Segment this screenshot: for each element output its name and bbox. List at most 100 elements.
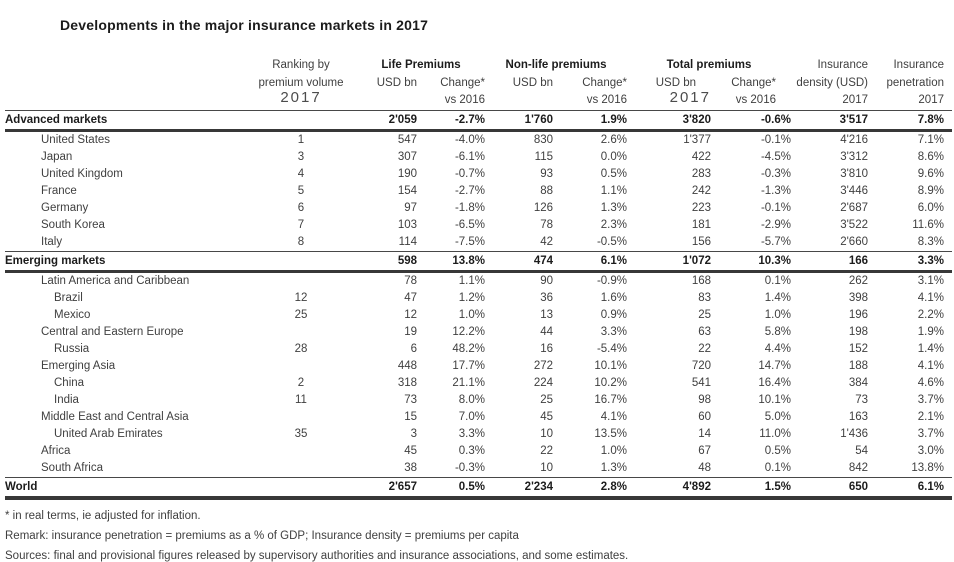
- cell-total_chg: -5.7%: [760, 236, 791, 248]
- header-ranking-line1: Ranking by: [272, 59, 330, 71]
- cell-penetration: 4.6%: [917, 377, 944, 389]
- row-label: Germany: [41, 202, 89, 214]
- row-label: Africa: [41, 445, 71, 457]
- header-life-vs2016: vs 2016: [444, 94, 485, 106]
- cell-rank: 6: [297, 202, 305, 214]
- cell-penetration: 7.8%: [868, 110, 952, 132]
- cell-nonlife_usd: 90: [540, 275, 553, 287]
- cell-life_chg: 7.0%: [458, 411, 485, 423]
- row-label: Mexico: [54, 309, 91, 321]
- cell-total_usd: 156: [691, 236, 711, 248]
- cell-life_usd: 45: [404, 445, 417, 457]
- cell-nonlife_chg: -0.9%: [596, 275, 627, 287]
- table-row: Emerging markets 598 13.8% 474 6.1% 1'072 10.3…: [5, 251, 952, 273]
- cell-nonlife_usd: 78: [540, 219, 553, 231]
- header-total-change: Change*: [731, 77, 776, 89]
- cell-density: 163: [848, 411, 868, 423]
- cell-penetration: 1.9%: [917, 326, 944, 338]
- cell-nonlife_chg: 1.3%: [600, 202, 627, 214]
- cell-rank: [245, 110, 357, 132]
- cell-life_chg: 1.2%: [458, 292, 485, 304]
- cell-density: 3'522: [840, 219, 868, 231]
- cell-nonlife_chg: 0.0%: [600, 151, 627, 163]
- cell-total_chg: 11.0%: [759, 428, 791, 440]
- cell-total_usd: 3'820: [627, 110, 711, 132]
- cell-density: 3'446: [840, 185, 868, 197]
- cell-density: 2'660: [840, 236, 868, 248]
- cell-rank: 35: [294, 428, 308, 440]
- cell-rank: 2: [297, 377, 305, 389]
- cell-life_usd: 15: [404, 411, 417, 423]
- cell-density: 1'436: [840, 428, 868, 440]
- cell-total_usd: 283: [691, 168, 711, 180]
- cell-rank: [245, 443, 357, 460]
- cell-rank: 1: [297, 134, 305, 146]
- table-header: Ranking by Life Premiums Non-life premiu…: [5, 53, 952, 111]
- cell-total_chg: -0.1%: [760, 134, 791, 146]
- cell-nonlife_chg: 1.6%: [600, 292, 627, 304]
- table-row: Italy 8 114 -7.5% 42 -0.5% 156 -5.7% 2'660 8.3%: [5, 234, 952, 252]
- cell-total_chg: 0.1%: [764, 275, 791, 287]
- cell-total_usd: 25: [698, 309, 711, 321]
- cell-total_usd: 67: [698, 445, 711, 457]
- cell-nonlife_chg: -0.5%: [596, 236, 627, 248]
- header-label-spacer: [5, 53, 245, 71]
- header-density-line1: Insurance: [817, 59, 868, 71]
- table-row: Mexico 25 12 1.0% 13 0.9% 25 1.0% 196 2.2%: [5, 307, 952, 324]
- header-density-line2: density (USD): [796, 77, 868, 89]
- cell-total_chg: -1.3%: [760, 185, 791, 197]
- cell-density: 3'312: [840, 151, 868, 163]
- row-label: World: [5, 477, 245, 500]
- cell-density: 166: [791, 251, 868, 273]
- row-label: United Arab Emirates: [54, 428, 163, 440]
- cell-life_usd: 2'059: [357, 110, 417, 132]
- cell-total_usd: 63: [698, 326, 711, 338]
- cell-penetration: 4.1%: [917, 292, 944, 304]
- cell-total_chg: -4.5%: [760, 151, 791, 163]
- cell-penetration: 11.6%: [912, 219, 944, 231]
- cell-nonlife_usd: 10: [540, 428, 553, 440]
- header-life-change: Change*: [440, 77, 485, 89]
- cell-density: 3'517: [791, 110, 868, 132]
- cell-nonlife_usd: 13: [540, 309, 553, 321]
- table-row: United States 1 547 -4.0% 830 2.6% 1'377 -0.1% 4…: [5, 131, 952, 150]
- header-penetration-year: 2017: [918, 94, 944, 106]
- cell-total_usd: 422: [691, 151, 711, 163]
- header-ranking-line2: premium volume: [258, 77, 344, 89]
- header-group-nonlife: Non-life premiums: [505, 59, 607, 71]
- cell-total_chg: -2.9%: [760, 219, 791, 231]
- header-nonlife-usdbn-spacer: [485, 89, 553, 111]
- cell-rank: 25: [294, 309, 308, 321]
- header-penetration-line1: Insurance: [893, 59, 944, 71]
- header-life-usdbn-spacer: [357, 89, 417, 111]
- cell-rank: [245, 324, 357, 341]
- header-group-life: Life Premiums: [381, 59, 461, 71]
- table-row: Russia 28 6 48.2% 16 -5.4% 22 4.4% 152 1.4%: [5, 341, 952, 358]
- cell-nonlife_usd: 45: [540, 411, 553, 423]
- cell-life_usd: 103: [397, 219, 417, 231]
- cell-nonlife_usd: 126: [533, 202, 553, 214]
- cell-penetration: 3.7%: [917, 394, 944, 406]
- cell-total_chg: 0.5%: [764, 445, 791, 457]
- cell-density: 842: [848, 462, 868, 474]
- cell-total_usd: 242: [691, 185, 711, 197]
- cell-rank: 8: [297, 236, 305, 248]
- cell-total_usd: 720: [691, 360, 711, 372]
- cell-life_usd: 547: [397, 134, 417, 146]
- cell-total_chg: 4.4%: [764, 343, 791, 355]
- header-life-usdbn: USD bn: [376, 77, 417, 89]
- cell-life_chg: 8.0%: [458, 394, 485, 406]
- footnotes: * in real terms, ie adjusted for inflati…: [5, 506, 954, 562]
- cell-nonlife_usd: 115: [534, 151, 553, 163]
- cell-density: 188: [848, 360, 868, 372]
- cell-density: 152: [848, 343, 868, 355]
- cell-total_usd: 60: [698, 411, 711, 423]
- cell-nonlife_chg: 2.3%: [600, 219, 627, 231]
- cell-nonlife_usd: 42: [540, 236, 553, 248]
- cell-rank: 7: [297, 219, 305, 231]
- cell-nonlife_chg: 1.3%: [600, 462, 627, 474]
- header-nonlife-change: Change*: [582, 77, 627, 89]
- header-label-spacer: [5, 71, 245, 89]
- header-nonlife-usdbn: USD bn: [512, 77, 553, 89]
- cell-total_usd: 4'892: [627, 477, 711, 500]
